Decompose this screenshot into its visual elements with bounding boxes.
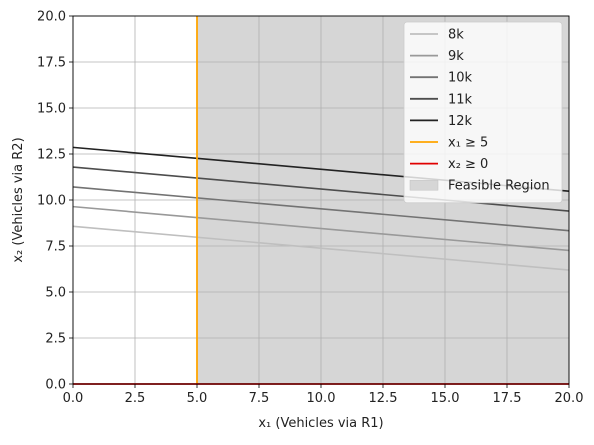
x-tick-label: 7.5 — [249, 391, 270, 406]
legend-label: 12k — [448, 114, 473, 129]
series-line-9k — [72, 205, 570, 252]
series-line-8k — [72, 225, 570, 271]
legend-box — [403, 21, 563, 204]
legend-label: 8k — [448, 28, 464, 43]
legend: 8k 9k 10k 11k 12k x₁ ≥ 5 x₂ ≥ 0 Feasible Region — [403, 21, 563, 204]
x-tick-label: 2.5 — [125, 391, 146, 406]
legend-label: 10k — [448, 71, 473, 86]
y-tick-label: 17.5 — [37, 56, 66, 71]
y-tick-label: 0.0 — [45, 378, 66, 393]
x-tick-label: 15.0 — [431, 391, 460, 406]
x-tick-label: 10.0 — [307, 391, 336, 406]
legend-label: x₂ ≥ 0 — [448, 157, 488, 172]
y-tick-label: 5.0 — [45, 286, 66, 301]
x-tick-label: 17.5 — [493, 391, 522, 406]
y-tick-label: 2.5 — [45, 332, 66, 347]
y-axis-label: x₂ (Vehicles via R2) — [11, 137, 26, 262]
x-tick-label: 20.0 — [555, 391, 584, 406]
x-axis-ticks: 0.0 2.5 5.0 7.5 10.0 12.5 15.0 17.5 20.0 — [63, 384, 584, 406]
series-line-10k — [72, 186, 570, 232]
y-tick-label: 20.0 — [37, 10, 66, 25]
x-tick-label: 12.5 — [369, 391, 398, 406]
y-axis-ticks: 0.0 2.5 5.0 7.5 10.0 12.5 15.0 17.5 20.0 — [37, 10, 73, 393]
legend-label: x₁ ≥ 5 — [448, 136, 488, 151]
series-line-11k — [72, 166, 570, 212]
legend-swatch — [409, 179, 439, 191]
y-tick-label: 7.5 — [45, 240, 66, 255]
y-tick-label: 12.5 — [37, 148, 66, 163]
y-tick-label: 15.0 — [37, 102, 66, 117]
legend-label: Feasible Region — [448, 179, 550, 194]
legend-label: 9k — [448, 49, 464, 64]
y-tick-label: 10.0 — [37, 194, 66, 209]
x-tick-label: 5.0 — [187, 391, 208, 406]
x-tick-label: 0.0 — [63, 391, 84, 406]
legend-label: 11k — [448, 92, 473, 107]
x-axis-label: x₁ (Vehicles via R1) — [258, 416, 383, 431]
